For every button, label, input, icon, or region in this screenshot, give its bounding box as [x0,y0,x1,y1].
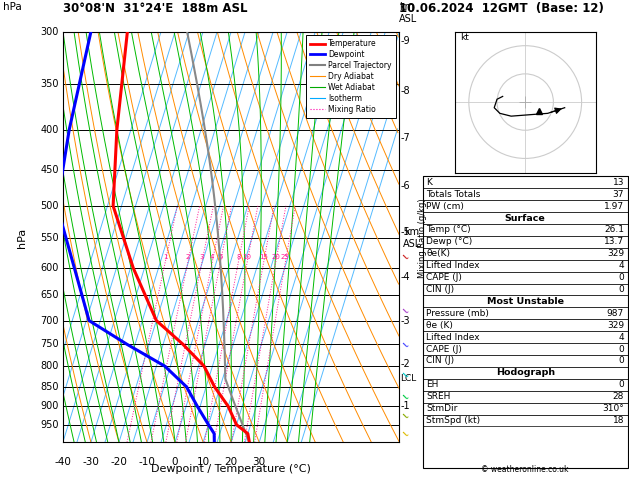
Text: 10: 10 [243,254,252,260]
Text: 450: 450 [40,165,59,175]
Text: -40: -40 [55,457,71,467]
Legend: Temperature, Dewpoint, Parcel Trajectory, Dry Adiabat, Wet Adiabat, Isotherm, Mi: Temperature, Dewpoint, Parcel Trajectory… [306,35,396,118]
Text: 18: 18 [613,416,624,425]
Text: 0: 0 [618,345,624,354]
Text: 1.97: 1.97 [604,202,624,211]
Text: 900: 900 [40,401,59,411]
Text: 0: 0 [618,380,624,389]
Text: -6: -6 [400,181,409,191]
Text: 800: 800 [40,361,59,371]
Text: 500: 500 [40,201,59,211]
Text: ι: ι [401,252,411,261]
Text: SREH: SREH [426,392,451,401]
Text: -20: -20 [111,457,128,467]
Text: -2: -2 [400,359,410,369]
Text: 310°: 310° [602,404,624,413]
Text: CAPE (J): CAPE (J) [426,273,462,282]
Text: 700: 700 [40,315,59,326]
Text: 13: 13 [613,178,624,187]
Text: hPa: hPa [17,228,27,248]
Text: 4: 4 [210,254,214,260]
Text: EH: EH [426,380,439,389]
Text: 987: 987 [607,309,624,318]
Text: -10: -10 [138,457,155,467]
Text: 329: 329 [607,321,624,330]
Text: 3: 3 [199,254,204,260]
Text: CAPE (J): CAPE (J) [426,345,462,354]
Text: km
ASL: km ASL [399,2,418,24]
Text: 10: 10 [196,457,209,467]
Text: kt: kt [460,33,469,42]
Text: Hodograph: Hodograph [496,368,555,378]
Text: 10.06.2024  12GMT  (Base: 12): 10.06.2024 12GMT (Base: 12) [399,2,604,16]
Text: CIN (J): CIN (J) [426,356,455,365]
Text: -30: -30 [82,457,99,467]
Text: Dewp (°C): Dewp (°C) [426,237,473,246]
Text: 650: 650 [40,290,59,300]
Text: © weatheronline.co.uk: © weatheronline.co.uk [481,465,569,474]
Text: StmDir: StmDir [426,404,458,413]
Text: 300: 300 [40,27,59,36]
Text: 8: 8 [236,254,240,260]
Text: 329: 329 [607,249,624,259]
Text: -7: -7 [400,133,410,143]
Text: PW (cm): PW (cm) [426,202,464,211]
Text: 13.7: 13.7 [604,237,624,246]
Text: 400: 400 [40,125,59,135]
Text: 30: 30 [253,457,266,467]
Text: K: K [426,178,432,187]
Text: 4: 4 [618,332,624,342]
Text: -8: -8 [400,86,409,96]
Text: 0: 0 [618,285,624,294]
Text: StmSpd (kt): StmSpd (kt) [426,416,481,425]
Text: θe (K): θe (K) [426,321,454,330]
Text: ι: ι [401,306,411,315]
Text: LCL: LCL [400,374,416,383]
Text: Mixing Ratio (g/kg): Mixing Ratio (g/kg) [418,198,427,278]
Text: Surface: Surface [505,213,545,223]
Text: -9: -9 [400,35,409,46]
Text: 0: 0 [172,457,179,467]
Text: 950: 950 [40,420,59,430]
Text: ι: ι [401,411,411,420]
Text: CIN (J): CIN (J) [426,285,455,294]
Text: -1: -1 [400,401,409,411]
Text: 4: 4 [618,261,624,270]
Text: km
ASL: km ASL [403,227,421,249]
Text: hPa: hPa [3,2,22,13]
Text: Most Unstable: Most Unstable [487,297,564,306]
Text: 28: 28 [613,392,624,401]
Text: Temp (°C): Temp (°C) [426,226,471,235]
Text: 550: 550 [40,233,59,243]
Text: 850: 850 [40,382,59,392]
Text: 0: 0 [618,273,624,282]
Text: Pressure (mb): Pressure (mb) [426,309,489,318]
Text: ι: ι [401,339,411,349]
Text: 20: 20 [225,457,238,467]
Text: 25: 25 [281,254,290,260]
Text: 37: 37 [613,190,624,199]
Text: 2: 2 [186,254,190,260]
Text: Totals Totals: Totals Totals [426,190,481,199]
Text: 5: 5 [218,254,223,260]
Text: θe(K): θe(K) [426,249,450,259]
Text: 15: 15 [259,254,268,260]
Text: -3: -3 [400,315,409,326]
Text: 26.1: 26.1 [604,226,624,235]
Text: 750: 750 [40,339,59,349]
Text: -5: -5 [400,227,410,237]
X-axis label: Dewpoint / Temperature (°C): Dewpoint / Temperature (°C) [151,465,311,474]
Text: 30°08'N  31°24'E  188m ASL: 30°08'N 31°24'E 188m ASL [63,2,247,16]
Text: 0: 0 [618,356,624,365]
Text: Lifted Index: Lifted Index [426,332,480,342]
Text: ι: ι [401,370,411,380]
Text: Lifted Index: Lifted Index [426,261,480,270]
Text: ι: ι [401,392,411,401]
Text: 600: 600 [40,263,59,273]
Text: 350: 350 [40,79,59,89]
Text: -4: -4 [400,272,409,282]
Text: 20: 20 [271,254,280,260]
Text: 1: 1 [163,254,167,260]
Text: ι: ι [401,429,411,438]
